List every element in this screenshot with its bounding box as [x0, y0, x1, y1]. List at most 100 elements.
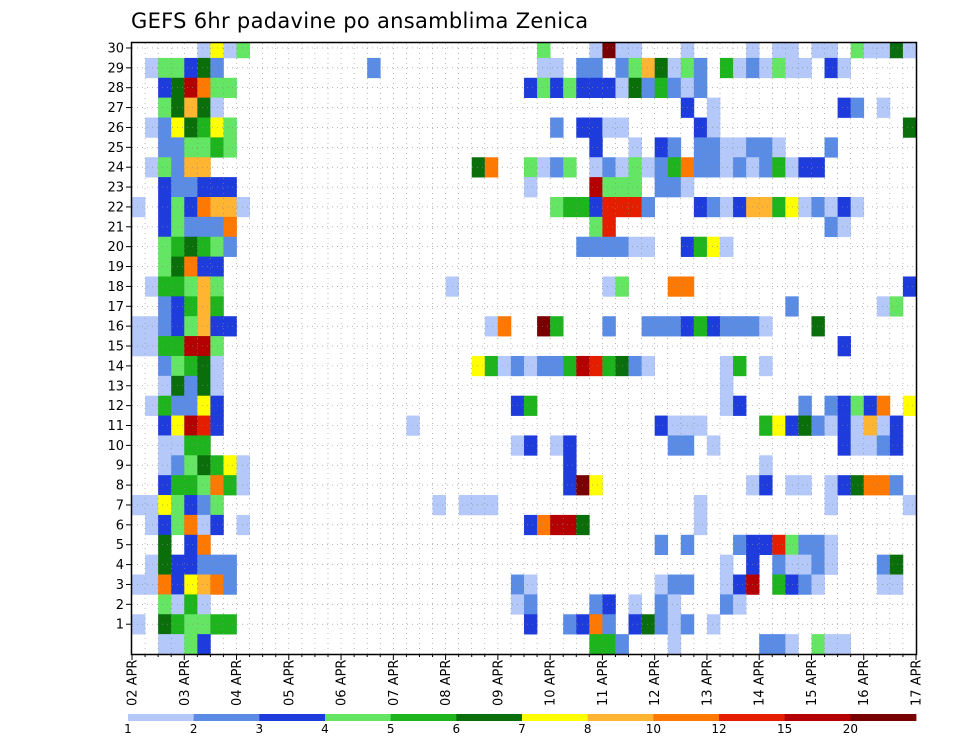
legend-swatch: [850, 714, 917, 721]
heatmap-cell: [197, 236, 211, 257]
heatmap-cell: [720, 594, 734, 615]
y-tick-label: 29: [107, 61, 124, 76]
heatmap-cell: [145, 514, 159, 536]
heatmap-cell: [602, 157, 616, 178]
heatmap-cell: [798, 395, 812, 416]
heatmap-cell: [720, 554, 734, 575]
heatmap-cell: [641, 77, 656, 98]
y-tick-label: 28: [107, 81, 124, 96]
x-tick-label: 17 APR: [910, 660, 925, 706]
heatmap-cell: [223, 196, 237, 218]
heatmap-cell: [471, 495, 486, 516]
heatmap-cell: [197, 97, 211, 118]
heatmap-cell: [197, 495, 211, 516]
heatmap-cell: [628, 594, 642, 615]
legend-swatch: [719, 714, 786, 721]
heatmap-cell: [184, 97, 198, 118]
heatmap-cell: [484, 316, 499, 337]
heatmap-cell: [798, 157, 812, 178]
heatmap-cell: [563, 614, 577, 635]
heatmap-cell: [628, 43, 642, 59]
heatmap-cell: [458, 495, 473, 516]
heatmap-cell: [197, 57, 211, 79]
heatmap-cell: [197, 514, 211, 536]
heatmap-cell: [432, 495, 446, 516]
heatmap-cell: [720, 574, 734, 595]
heatmap-cell: [772, 415, 786, 436]
heatmap-cell: [589, 614, 603, 635]
heatmap-cell: [602, 614, 616, 635]
heatmap-cell: [837, 57, 852, 79]
y-tick-label: 15: [107, 340, 124, 355]
heatmap-cell: [589, 355, 603, 377]
heatmap-cell: [589, 57, 603, 79]
y-tick-label: 8: [116, 479, 124, 494]
heatmap-cell: [184, 574, 198, 595]
heatmap-cell: [628, 196, 642, 218]
heatmap-cell: [158, 316, 172, 337]
heatmap-cell: [798, 196, 812, 218]
heatmap-cell: [824, 554, 838, 575]
heatmap-cell: [876, 475, 891, 496]
heatmap-cell: [563, 196, 577, 218]
heatmap-cell: [550, 355, 564, 377]
heatmap-cell: [602, 634, 616, 655]
heatmap-cell: [602, 216, 616, 238]
heatmap-cell: [693, 57, 708, 79]
heatmap-cell: [158, 336, 172, 357]
legend-swatch: [522, 714, 589, 721]
x-tick-label: 13 APR: [700, 660, 715, 706]
heatmap-cell: [733, 574, 747, 595]
legend-swatch: [128, 714, 195, 721]
heatmap-cell: [693, 137, 708, 158]
heatmap-cell: [484, 355, 499, 377]
heatmap-cell: [132, 196, 146, 218]
heatmap-cell: [667, 415, 682, 436]
heatmap-cell: [733, 316, 747, 337]
heatmap-cell: [628, 57, 642, 79]
heatmap-cell: [184, 594, 198, 615]
heatmap-cell: [550, 117, 564, 138]
heatmap-cell: [197, 157, 211, 178]
heatmap-cell: [184, 435, 198, 456]
heatmap-cell: [759, 475, 773, 496]
heatmap-cell: [824, 196, 838, 218]
heatmap-cell: [197, 177, 211, 198]
heatmap-cell: [720, 236, 734, 257]
heatmap-cell: [772, 196, 786, 218]
heatmap-cell: [667, 634, 682, 655]
heatmap-cell: [158, 77, 172, 98]
heatmap-cells: [132, 43, 917, 655]
heatmap-cell: [824, 43, 838, 59]
heatmap-cell: [145, 336, 159, 357]
heatmap-cell: [628, 355, 642, 377]
y-tick-label: 14: [107, 359, 124, 374]
heatmap-cell: [654, 177, 669, 198]
heatmap-cell: [158, 97, 172, 118]
heatmap-cell: [902, 495, 917, 516]
heatmap-cell: [563, 157, 577, 178]
heatmap-cell: [158, 375, 172, 397]
heatmap-cell: [602, 594, 616, 615]
legend-swatch: [259, 714, 326, 721]
heatmap-cell: [759, 196, 773, 218]
heatmap-cell: [863, 415, 878, 436]
heatmap-cell: [693, 236, 708, 257]
heatmap-cell: [550, 316, 564, 337]
colorbar-legend: 1 2 3 4 5 6 7 8 10 12 15 20: [124, 714, 917, 736]
heatmap-cell: [471, 355, 486, 377]
heatmap-cell: [876, 415, 891, 436]
heatmap-cell: [197, 375, 211, 397]
legend-label: 6: [453, 722, 461, 736]
heatmap-cell: [145, 57, 159, 79]
heatmap-cell: [537, 355, 551, 377]
heatmap-cell: [602, 316, 616, 337]
heatmap-cell: [706, 435, 721, 456]
heatmap-cell: [641, 157, 656, 178]
y-tick-label: 25: [107, 141, 124, 156]
heatmap-cell: [537, 77, 551, 98]
heatmap-cell: [889, 296, 904, 317]
heatmap-cell: [367, 57, 381, 79]
heatmap-cell: [524, 77, 538, 98]
